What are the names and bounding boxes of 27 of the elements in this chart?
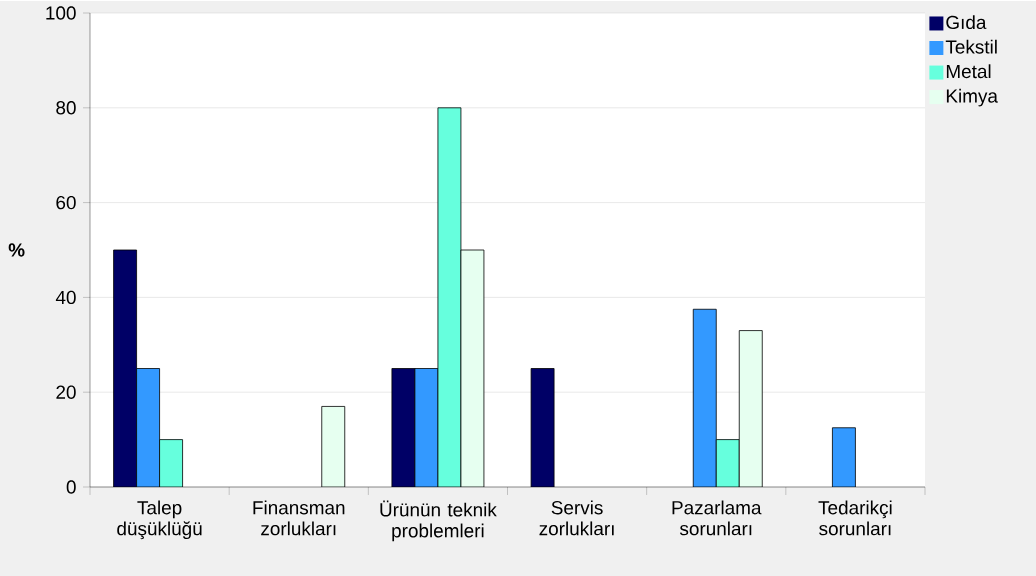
x-tick-label: Ürünün teknik problemleri	[380, 500, 497, 542]
y-tick-label: 0	[66, 480, 76, 494]
x-tick-label: Talep düşüklüğü	[117, 500, 202, 540]
y-tick-label: 20	[56, 385, 76, 399]
bar	[391, 368, 416, 487]
bar	[113, 249, 137, 487]
y-tick-label: 100	[46, 6, 76, 20]
legend-label: Tekstil	[945, 39, 997, 54]
bar	[136, 368, 160, 487]
y-axis-title: %	[8, 243, 25, 257]
bar	[738, 330, 763, 487]
legend-label: Kimya	[946, 88, 998, 107]
y-tick-label: 40	[55, 290, 76, 305]
y-tick-label: 60	[56, 195, 76, 210]
bar	[321, 406, 346, 487]
bar	[692, 308, 717, 487]
y-tick-label: 80	[56, 101, 76, 115]
bar	[832, 427, 856, 487]
legend-label: Gıda	[946, 15, 987, 30]
legend-label: Metal	[946, 64, 991, 79]
x-tick-label: Finansman zorlukları	[253, 500, 345, 536]
x-tick-label: Pazarlama sorunları	[672, 500, 762, 536]
bar	[530, 368, 555, 487]
x-tick-label: Tedarikçi sorunları	[818, 500, 892, 536]
x-tick-label: Servis zorlukları	[539, 500, 614, 536]
bar	[460, 249, 485, 487]
bar	[414, 368, 439, 487]
